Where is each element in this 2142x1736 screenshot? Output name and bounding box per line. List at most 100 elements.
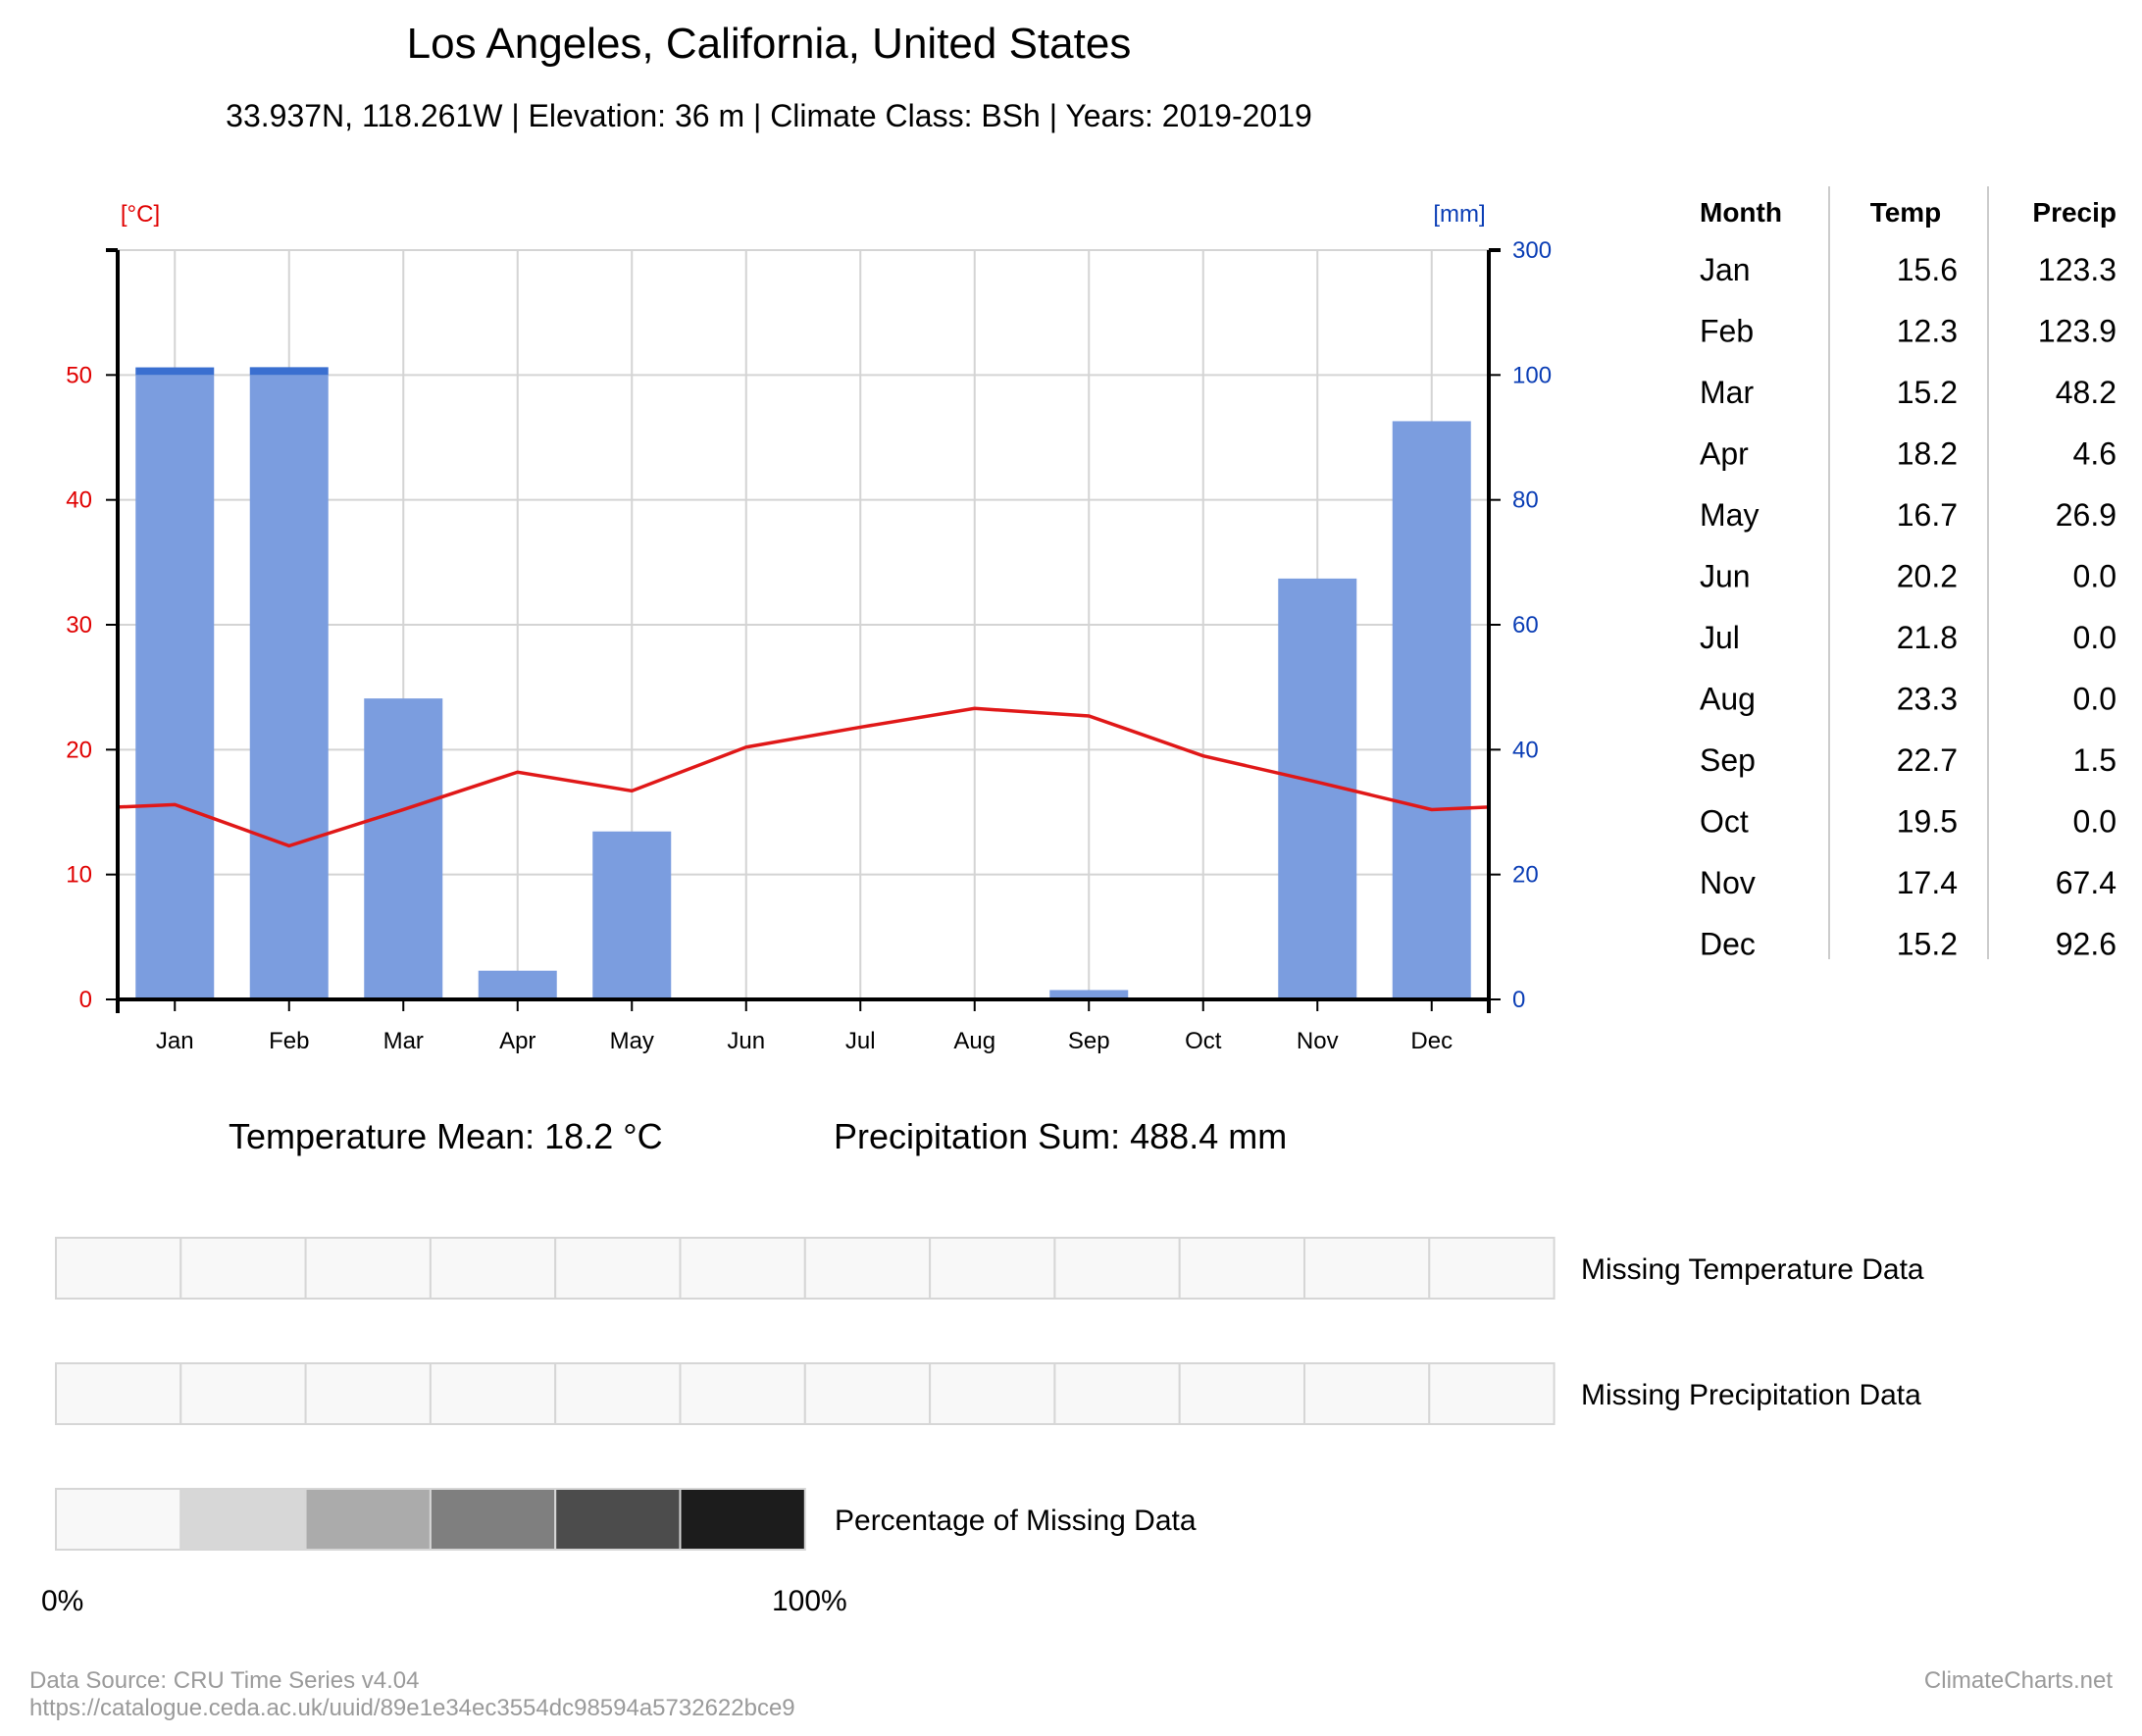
left-axis-unit: [°C] xyxy=(121,201,160,228)
x-axis-tick-label: Dec xyxy=(1410,1028,1453,1054)
missing-precipitation-cell xyxy=(55,1362,182,1425)
missing-temperature-cell xyxy=(304,1237,432,1300)
right-axis-tick-label: 300 xyxy=(1512,237,1552,264)
table-cell: 26.9 xyxy=(2056,497,2116,533)
missing-legend-swatch xyxy=(429,1488,557,1551)
missing-legend-max: 100% xyxy=(772,1585,847,1617)
missing-temperature-cell xyxy=(929,1237,1056,1300)
missing-legend-label: Percentage of Missing Data xyxy=(835,1505,1197,1537)
left-axis-tick-label: 20 xyxy=(66,737,92,763)
missing-temperature-cell xyxy=(179,1237,307,1300)
missing-precipitation-cell xyxy=(429,1362,557,1425)
right-axis-tick-label: 80 xyxy=(1512,487,1539,514)
missing-temperature-cell xyxy=(429,1237,557,1300)
x-axis-tick-label: Aug xyxy=(953,1028,995,1054)
missing-temperature-cell xyxy=(1053,1237,1181,1300)
table-cell: Dec xyxy=(1700,927,1756,962)
table-cell: 20.2 xyxy=(1897,559,1958,594)
x-axis-tick-label: Jan xyxy=(156,1028,194,1054)
temperature-line xyxy=(117,706,1490,848)
table-cell: 23.3 xyxy=(1897,682,1958,717)
table-cell: 0.0 xyxy=(2073,559,2116,594)
missing-precipitation-label: Missing Precipitation Data xyxy=(1581,1379,1921,1411)
x-axis-tick-label: Feb xyxy=(269,1028,309,1054)
table-cell: 0.0 xyxy=(2073,804,2116,840)
left-axis-tick-label: 50 xyxy=(66,362,92,388)
table-cell: 0.0 xyxy=(2073,682,2116,717)
right-axis-tick-label: 20 xyxy=(1512,862,1539,889)
data-source-url[interactable]: https://catalogue.ceda.ac.uk/uuid/89e1e3… xyxy=(29,1695,795,1721)
table-cell: 22.7 xyxy=(1897,742,1958,778)
precip-bar-overflow-feb xyxy=(249,367,329,376)
table-header-precip: Precip xyxy=(2032,197,2116,228)
missing-temperature-cell xyxy=(679,1237,806,1300)
table-cell: Oct xyxy=(1700,804,1749,840)
missing-temperature-cell xyxy=(1428,1237,1556,1300)
missing-temperature-cell xyxy=(55,1237,182,1300)
table-cell: Feb xyxy=(1700,314,1754,349)
x-axis-tick-label: Jun xyxy=(727,1028,765,1054)
table-cell: 123.9 xyxy=(2038,314,2116,349)
right-axis-tick-label: 60 xyxy=(1512,612,1539,638)
data-source: Data Source: CRU Time Series v4.04 xyxy=(29,1667,420,1694)
table-cell: 21.8 xyxy=(1897,620,1958,655)
precip-bar-overflow-jan xyxy=(135,367,215,376)
brand-link[interactable]: ClimateCharts.net xyxy=(1923,1667,2113,1694)
x-axis-tick-label: May xyxy=(610,1028,654,1054)
missing-legend-swatch xyxy=(554,1488,682,1551)
chart-title: Los Angeles, California, United States xyxy=(406,20,1132,68)
missing-temperature-cell xyxy=(1178,1237,1305,1300)
missing-legend-swatch xyxy=(304,1488,432,1551)
table-cell: 15.6 xyxy=(1897,252,1958,287)
right-axis-tick-label: 0 xyxy=(1512,987,1525,1013)
precip-bar-mar xyxy=(364,698,443,999)
table-cell: Aug xyxy=(1700,682,1756,717)
table-cell: 92.6 xyxy=(2056,927,2116,962)
table-cell: 19.5 xyxy=(1897,804,1958,840)
table-cell: Sep xyxy=(1700,742,1756,778)
table-cell: 123.3 xyxy=(2038,252,2116,287)
missing-temperature-cell xyxy=(554,1237,682,1300)
table-cell: Jun xyxy=(1700,559,1751,594)
x-axis-tick-label: Oct xyxy=(1185,1028,1222,1054)
table-cell: 18.2 xyxy=(1897,436,1958,472)
missing-precipitation-cell xyxy=(179,1362,307,1425)
table-header-temp: Temp xyxy=(1870,197,1942,228)
table-cell: 0.0 xyxy=(2073,620,2116,655)
missing-precipitation-cell xyxy=(1053,1362,1181,1425)
table-header-month: Month xyxy=(1700,197,1782,228)
precip-bar-sep xyxy=(1049,990,1129,999)
precip-bar-jan xyxy=(135,375,215,999)
missing-precipitation-cell xyxy=(304,1362,432,1425)
missing-temperature-cell xyxy=(1303,1237,1431,1300)
x-axis-tick-label: Sep xyxy=(1068,1028,1110,1054)
table-cell: 4.6 xyxy=(2073,436,2116,472)
table-cell: 15.2 xyxy=(1897,927,1958,962)
table-cell: Nov xyxy=(1700,865,1756,900)
missing-temperature-label: Missing Temperature Data xyxy=(1581,1253,1924,1286)
table-cell: Apr xyxy=(1700,436,1749,472)
left-axis-tick-label: 10 xyxy=(66,862,92,889)
missing-precipitation-cell xyxy=(1303,1362,1431,1425)
missing-temperature-cell xyxy=(803,1237,932,1300)
chart-subtitle: 33.937N, 118.261W | Elevation: 36 m | Cl… xyxy=(226,98,1312,133)
x-axis-tick-label: Nov xyxy=(1297,1028,1339,1054)
right-axis-tick-label: 100 xyxy=(1512,362,1552,388)
missing-precipitation-cell xyxy=(554,1362,682,1425)
precip-bar-may xyxy=(592,831,672,999)
missing-legend-swatch xyxy=(55,1488,182,1551)
missing-precipitation-cell xyxy=(679,1362,806,1425)
precip-bar-feb xyxy=(249,375,329,999)
table-cell: 1.5 xyxy=(2073,742,2116,778)
right-axis-tick-label: 40 xyxy=(1512,737,1539,763)
missing-legend-min: 0% xyxy=(41,1585,84,1617)
table-cell: 17.4 xyxy=(1897,865,1958,900)
table-cell: 16.7 xyxy=(1897,497,1958,533)
table-cell: Jul xyxy=(1700,620,1740,655)
missing-legend-swatch xyxy=(179,1488,307,1551)
table-cell: 12.3 xyxy=(1897,314,1958,349)
missing-precipitation-cell xyxy=(1178,1362,1305,1425)
missing-precipitation-cell xyxy=(1428,1362,1556,1425)
x-axis-tick-label: Mar xyxy=(383,1028,424,1054)
